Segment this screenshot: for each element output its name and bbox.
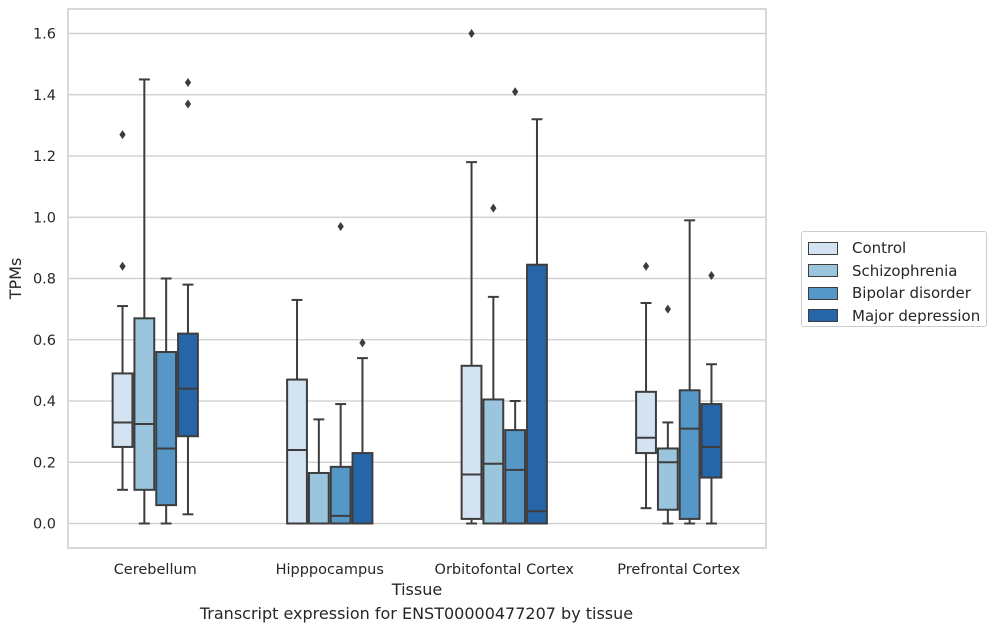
box-schizophrenia-hipppocampus (307, 418, 330, 525)
box-schizophrenia-cerebellum (133, 78, 156, 525)
x-tick-label: Cerebellum (114, 562, 197, 578)
outlier-point (490, 203, 497, 213)
box-body (635, 390, 657, 455)
box-body (329, 465, 352, 525)
box-schizophrenia-prefrontal-cortex (656, 304, 679, 525)
box-major-depression-prefrontal-cortex (700, 270, 723, 525)
legend-label-control: Control (852, 239, 907, 258)
outlier-point (119, 130, 126, 140)
y-tick-label: 1.2 (33, 149, 56, 165)
box-body (678, 389, 701, 520)
x-axis-label: Tissue (391, 580, 442, 599)
chart-caption: Transcript expression for ENST0000047720… (199, 604, 634, 623)
legend-item-bipolar-disorder: Bipolar disorder (808, 282, 986, 305)
outlier-point (468, 29, 475, 38)
outlier-point (184, 99, 192, 109)
y-tick-label: 0.4 (33, 394, 56, 410)
axis-ticks: 0.0 0.2 0.4 0.6 0.8 1.0 1.2 1.4 1.6 Cerebellum Hip… (33, 27, 741, 579)
box-body (111, 372, 134, 448)
y-tick-label: 1.6 (33, 27, 56, 43)
x-tick-label: Hipppocampus (276, 562, 384, 578)
box-bipolar-disorder-prefrontal-cortex (678, 219, 701, 525)
box-control-cerebellum (111, 130, 134, 491)
box-control-hipppocampus (286, 298, 308, 525)
x-tick-label: Prefrontal Cortex (617, 562, 740, 578)
y-tick-label: 0.8 (33, 272, 56, 288)
legend-swatch-major-depression (808, 309, 838, 323)
outlier-point (184, 78, 192, 87)
y-tick-label: 1.4 (33, 88, 56, 104)
legend-label-bipolar-disorder: Bipolar disorder (852, 284, 971, 303)
legend-swatch-control (808, 241, 838, 255)
box-major-depression-hipppocampus (351, 338, 374, 525)
x-tick-label: Orbitofontal Cortex (435, 562, 575, 578)
box-body (460, 364, 483, 520)
y-axis-label: TPMs (6, 258, 25, 301)
box-bipolar-disorder-cerebellum (155, 277, 178, 525)
box-body (482, 398, 505, 525)
outlier-point (664, 304, 671, 314)
box-body (307, 471, 330, 525)
legend: Control Schizophrenia Bipolar disorder M… (801, 231, 987, 327)
outlier-point (512, 87, 519, 97)
outlier-point (642, 261, 650, 271)
y-tick-label: 1.0 (33, 210, 56, 226)
box-body (504, 429, 527, 525)
box-control-prefrontal-cortex (635, 261, 657, 510)
box-bipolar-disorder-orbitofontal-cortex (504, 87, 527, 525)
outlier-point (119, 261, 126, 271)
legend-item-control: Control (808, 237, 986, 260)
box-body (656, 447, 679, 511)
legend-item-schizophrenia: Schizophrenia (808, 260, 986, 283)
box-body (526, 263, 548, 525)
legend-swatch-bipolar-disorder (808, 286, 838, 300)
box-series (111, 29, 723, 525)
outlier-point (708, 270, 715, 280)
box-body (177, 332, 199, 438)
y-tick-label: 0.0 (33, 517, 56, 533)
legend-label-major-depression: Major depression (852, 306, 981, 325)
box-body (700, 403, 723, 479)
plot-area-frame (67, 8, 767, 549)
outlier-point (337, 221, 344, 231)
legend-item-major-depression: Major depression (808, 305, 986, 328)
box-bipolar-disorder-hipppocampus (329, 221, 352, 525)
box-body (351, 452, 374, 525)
box-body (133, 317, 156, 491)
outlier-point (359, 338, 366, 348)
legend-swatch-schizophrenia (808, 264, 838, 278)
box-body (286, 378, 308, 525)
box-body (155, 351, 178, 507)
box-major-depression-orbitofontal-cortex (526, 118, 548, 525)
box-schizophrenia-orbitofontal-cortex (482, 203, 505, 525)
y-tick-label: 0.6 (33, 333, 56, 349)
y-tick-label: 0.2 (33, 455, 56, 471)
box-control-orbitofontal-cortex (460, 29, 483, 525)
box-major-depression-cerebellum (177, 78, 199, 516)
legend-label-schizophrenia: Schizophrenia (852, 261, 958, 280)
